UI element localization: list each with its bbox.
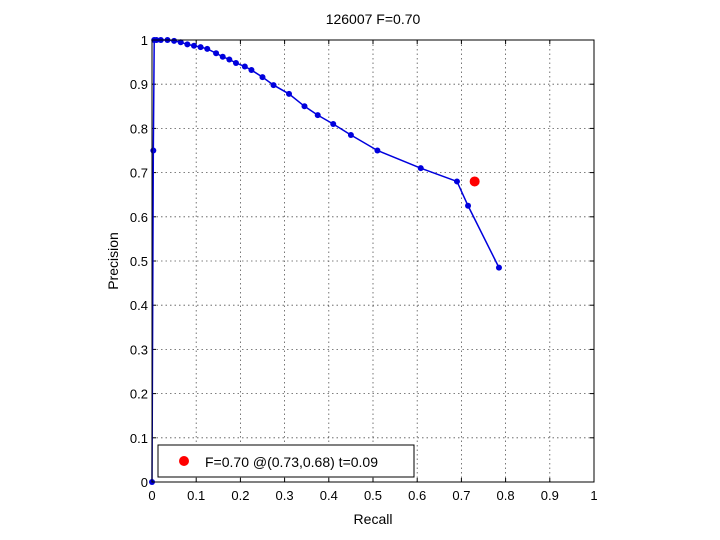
x-tick-label: 0.1 — [187, 488, 205, 503]
x-tick-label: 0.5 — [364, 488, 382, 503]
data-point — [270, 82, 277, 89]
data-point — [226, 56, 233, 63]
data-point — [219, 53, 226, 60]
y-axis-label: Precision — [105, 232, 121, 290]
data-point — [213, 50, 220, 57]
x-tick-label: 0.7 — [452, 488, 470, 503]
data-point — [177, 39, 184, 46]
x-tick-label: 0.3 — [276, 488, 294, 503]
x-tick-label: 0.6 — [408, 488, 426, 503]
data-point — [197, 44, 204, 51]
y-tick-label: 0.8 — [130, 121, 148, 136]
y-tick-label: 0.3 — [130, 342, 148, 357]
legend-text: F=0.70 @(0.73,0.68) t=0.09 — [205, 454, 378, 470]
y-tick-label: 0.6 — [130, 210, 148, 225]
data-point — [330, 120, 337, 127]
x-tick-label: 0.4 — [320, 488, 338, 503]
best-f-point — [469, 176, 480, 187]
x-tick-label: 0.9 — [541, 488, 559, 503]
y-tick-label: 0 — [141, 475, 148, 490]
grid-lines — [152, 40, 594, 482]
data-point — [241, 63, 248, 70]
legend: F=0.70 @(0.73,0.68) t=0.09 — [157, 444, 415, 478]
data-point — [314, 112, 321, 119]
data-point — [453, 178, 460, 185]
data-point — [347, 132, 354, 139]
x-tick-label: 0.8 — [497, 488, 515, 503]
data-point — [286, 90, 293, 97]
data-point — [417, 165, 424, 172]
x-tick-label: 1 — [590, 488, 597, 503]
data-point — [150, 147, 157, 154]
y-tick-label: 1 — [141, 33, 148, 48]
y-tick-label: 0.7 — [130, 166, 148, 181]
data-point — [204, 45, 211, 52]
chart-title: 126007 F=0.70 — [326, 11, 421, 27]
data-point — [232, 59, 239, 66]
x-tick-label: 0.2 — [231, 488, 249, 503]
y-axis-ticks: 0 0.1 0.2 0.3 0.4 0.5 0.6 0.7 0.8 0.9 1 — [130, 33, 594, 490]
data-point — [171, 37, 178, 44]
data-point — [465, 202, 472, 209]
y-tick-label: 0.2 — [130, 387, 148, 402]
data-point — [184, 41, 191, 48]
data-point — [259, 74, 266, 81]
data-point — [495, 264, 502, 271]
y-tick-label: 0.9 — [130, 77, 148, 92]
data-point — [190, 42, 197, 49]
plot-frame — [151, 39, 595, 483]
y-tick-label: 0.4 — [130, 298, 148, 313]
data-point — [301, 103, 308, 110]
legend-box — [157, 444, 415, 478]
y-tick-label: 0.5 — [130, 254, 148, 269]
y-tick-label: 0.1 — [130, 431, 148, 446]
x-axis-label: Recall — [354, 511, 393, 527]
data-point — [374, 147, 381, 154]
data-point — [248, 67, 255, 74]
x-tick-label: 0 — [148, 488, 155, 503]
legend-marker-red-dot — [179, 456, 189, 466]
